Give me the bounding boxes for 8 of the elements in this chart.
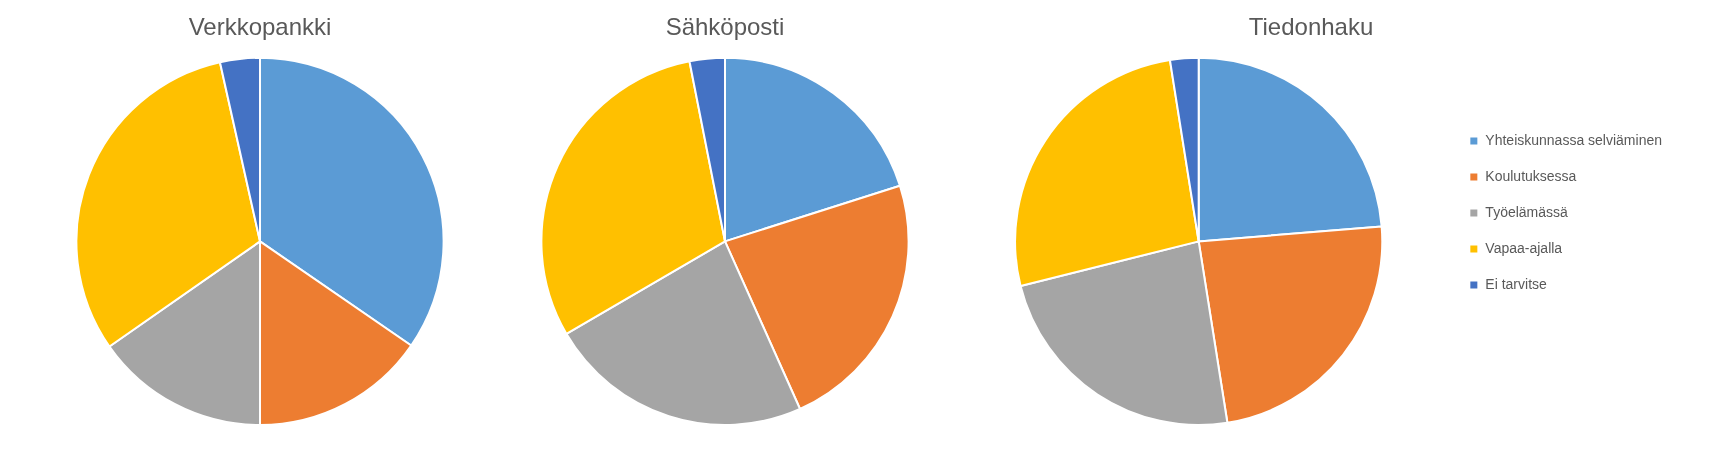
chart-title: Sähköposti <box>665 13 785 41</box>
chart-title: Tiedonhaku <box>1248 13 1374 41</box>
legend-label: Yhteiskunnassa selviäminen <box>1485 131 1662 148</box>
legend-label: Vapaa-ajalla <box>1485 239 1563 256</box>
legend-label: Ei tarvitse <box>1485 275 1548 292</box>
legend-label: Työelämässä <box>1485 203 1569 220</box>
chart-title: Verkkopankki <box>188 13 332 41</box>
legend-label: Koulutuksessa <box>1485 167 1577 184</box>
